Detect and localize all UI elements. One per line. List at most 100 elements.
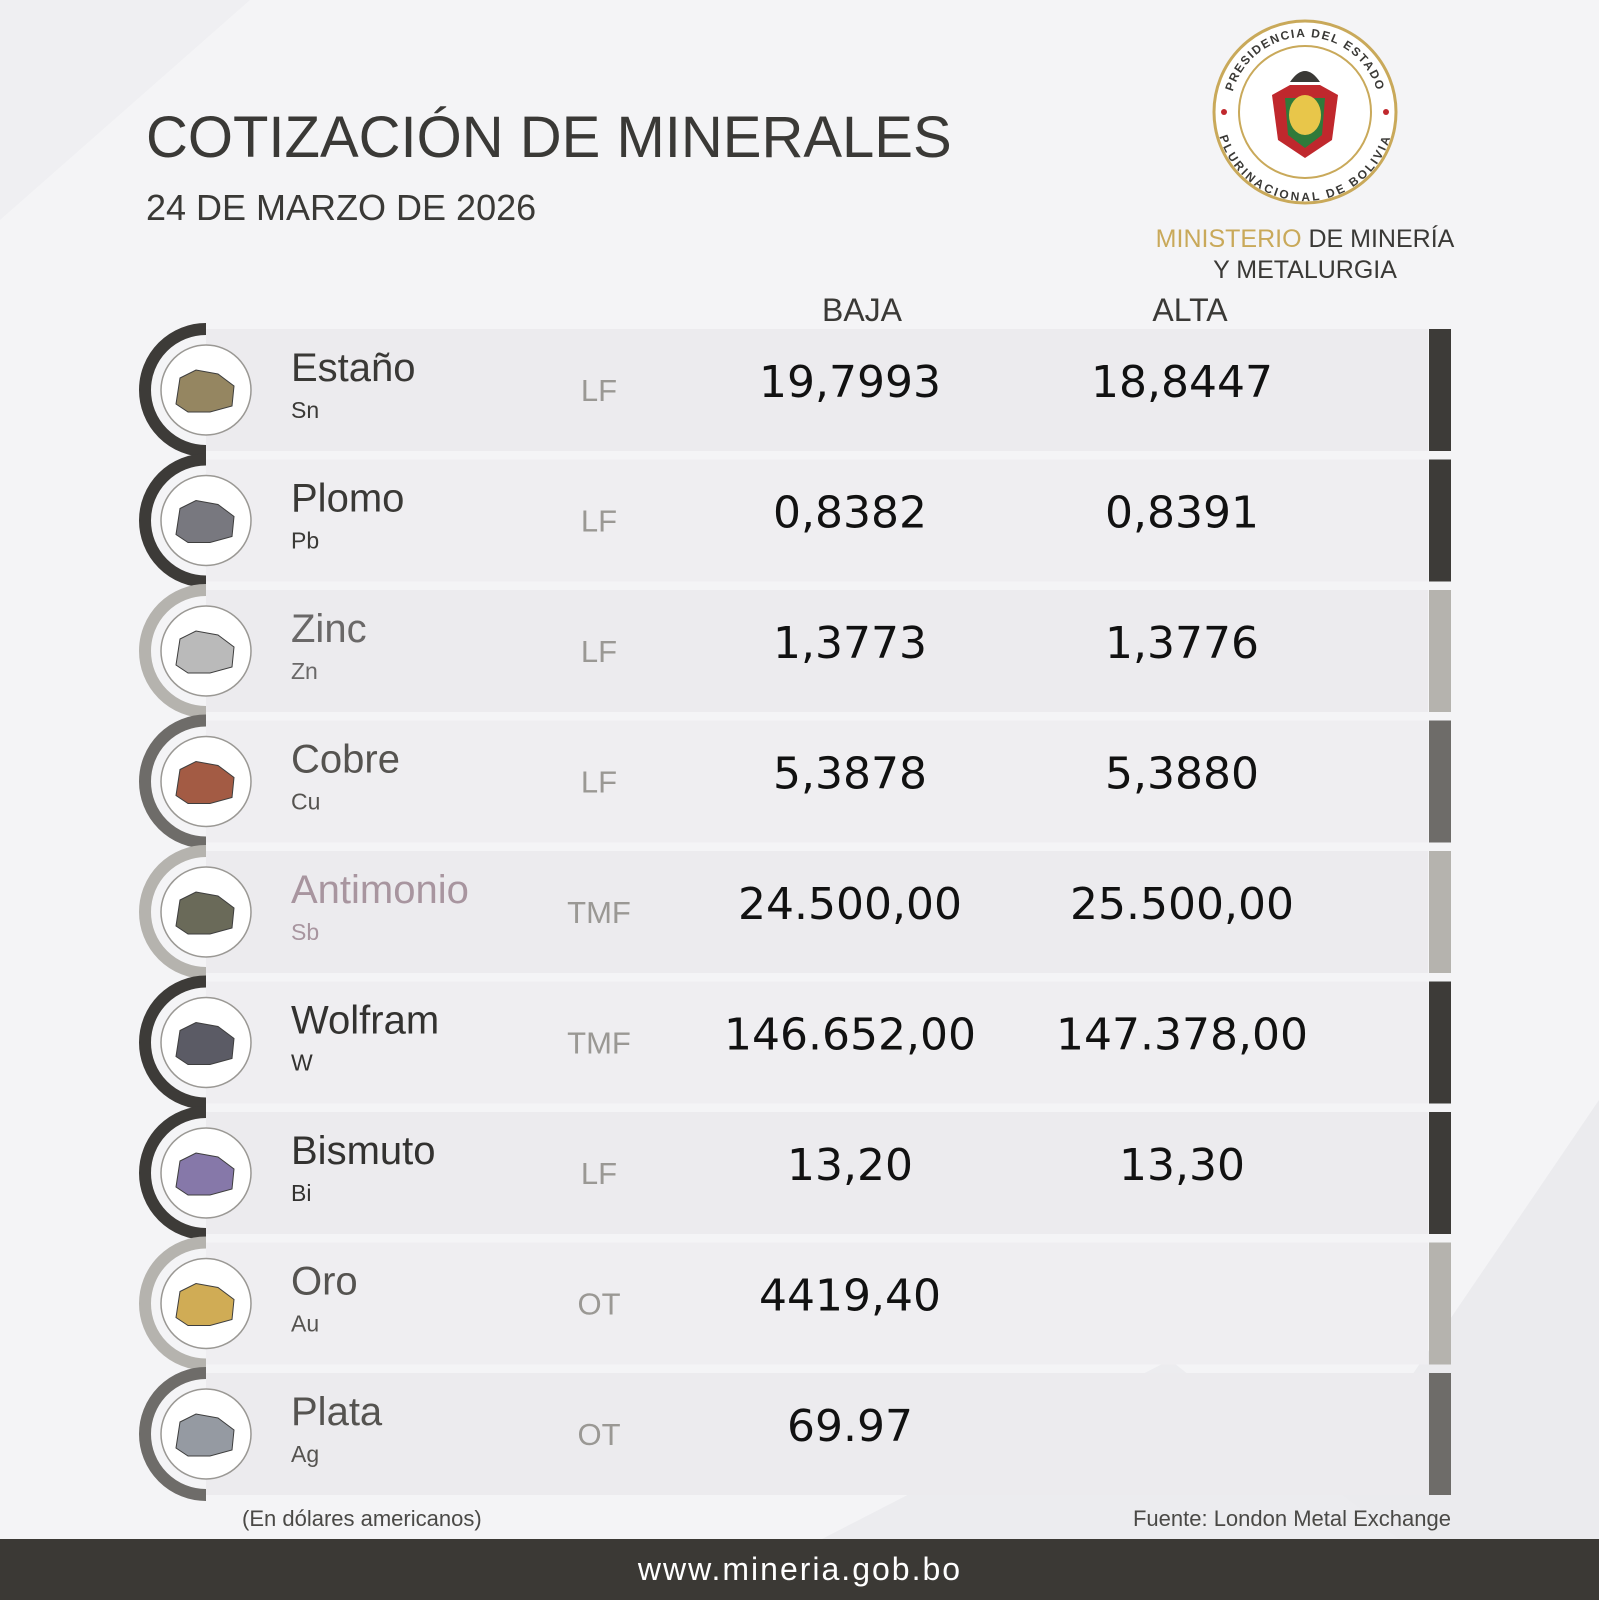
- row-side-bar: [1429, 981, 1451, 1104]
- unit: LF: [581, 504, 617, 539]
- price-high: 25.500,00: [1070, 879, 1294, 930]
- mineral-name: Oro: [291, 1260, 358, 1304]
- mineral-name: Wolfram: [291, 999, 439, 1043]
- unit: LF: [581, 765, 617, 800]
- ministry-text: DE MINERÍA: [1308, 224, 1454, 253]
- column-header: BAJA: [822, 292, 903, 328]
- seal: PRESIDENCIA DEL ESTADO PLURINACIONAL DE …: [1212, 19, 1398, 205]
- price-low: 4419,40: [759, 1271, 941, 1322]
- mineral-symbol: Zn: [291, 658, 318, 684]
- mineral-image: [175, 891, 235, 935]
- price-high: 147.378,00: [1056, 1010, 1308, 1061]
- row-ring: [139, 584, 207, 718]
- row-background: [206, 720, 1428, 843]
- price-high: 5,3880: [1105, 749, 1259, 800]
- unit: LF: [581, 634, 617, 669]
- mineral-symbol: Sb: [291, 919, 319, 945]
- mineral-image: [175, 1282, 235, 1326]
- unit: TMF: [567, 1026, 631, 1061]
- row-ring: [139, 1367, 207, 1501]
- row-ring: [139, 845, 207, 979]
- emblem: [1289, 95, 1321, 135]
- row-ring: [139, 323, 207, 457]
- mineral-name: Plata: [291, 1390, 383, 1434]
- row-side-bar: [1429, 720, 1451, 843]
- mineral-name: Zinc: [291, 607, 367, 651]
- mineral-name: Plomo: [291, 477, 404, 521]
- table: Estaño Sn LF 19,7993 18,8447 Plomo Pb LF 0,8382 0…: [139, 323, 1451, 1501]
- price-high: 13,30: [1119, 1140, 1245, 1191]
- mineral-symbol: W: [291, 1050, 313, 1076]
- row-side-bar: [1429, 329, 1451, 451]
- row-side-bar: [1429, 1112, 1451, 1234]
- mineral-name: Bismuto: [291, 1129, 436, 1173]
- mineral-symbol: Bi: [291, 1180, 311, 1206]
- price-low: 1,3773: [773, 618, 927, 669]
- ministry-line1: MINISTERIO DE MINERÍA: [1156, 224, 1455, 253]
- row-background: [206, 459, 1428, 582]
- row-side-bar: [1429, 851, 1451, 973]
- unit: LF: [581, 1156, 617, 1191]
- mineral-symbol: Cu: [291, 789, 320, 815]
- row-side-bar: [1429, 1373, 1451, 1495]
- price-low: 0,8382: [773, 488, 927, 539]
- row-background: [206, 1373, 1428, 1495]
- mineral-symbol: Ag: [291, 1441, 319, 1467]
- website: www.mineria.gob.bo: [637, 1551, 962, 1587]
- row-ring: [139, 975, 207, 1110]
- date: 24 DE MARZO DE 2026: [146, 187, 536, 228]
- seal-dot: [1383, 109, 1389, 115]
- row-ring: [139, 714, 207, 849]
- decor: [0, 0, 250, 220]
- row-background: [206, 329, 1428, 451]
- ministry-line2: Y METALURGIA: [1213, 256, 1397, 284]
- mineral-name: Antimonio: [291, 868, 469, 912]
- mineral-image: [175, 760, 235, 804]
- seal-dot: [1221, 109, 1227, 115]
- price-low: 69.97: [787, 1401, 913, 1452]
- price-low: 146.652,00: [724, 1010, 976, 1061]
- price-low: 13,20: [787, 1140, 913, 1191]
- mineral-image: [175, 1152, 235, 1196]
- footer-bar: [0, 1539, 1599, 1600]
- price-low: 19,7993: [759, 357, 941, 408]
- mineral-symbol: Sn: [291, 397, 319, 423]
- row-side-bar: [1429, 590, 1451, 712]
- unit: LF: [581, 373, 617, 408]
- ministry-highlight: MINISTERIO: [1156, 225, 1302, 253]
- mineral-image: [175, 1413, 235, 1457]
- mineral-image: [175, 630, 235, 674]
- price-low: 5,3878: [773, 749, 927, 800]
- title: COTIZACIÓN DE MINERALES: [146, 105, 952, 170]
- row-ring: [139, 1236, 207, 1371]
- price-low: 24.500,00: [738, 879, 962, 930]
- unit: TMF: [567, 895, 631, 930]
- row-background: [206, 981, 1428, 1104]
- row-side-bar: [1429, 459, 1451, 582]
- unit: OT: [577, 1417, 620, 1452]
- mineral-name: Estaño: [291, 346, 416, 390]
- mineral-name: Cobre: [291, 738, 400, 782]
- note: (En dólares americanos): [242, 1506, 482, 1531]
- mineral-image: [175, 369, 235, 413]
- mineral-image: [175, 1021, 235, 1065]
- unit: OT: [577, 1287, 620, 1322]
- price-high: 1,3776: [1105, 618, 1259, 669]
- row-ring: [139, 1106, 207, 1240]
- source: Fuente: London Metal Exchange: [1133, 1506, 1451, 1531]
- row-background: [206, 851, 1428, 973]
- mineral-image: [175, 499, 235, 543]
- row-side-bar: [1429, 1242, 1451, 1365]
- price-high: 0,8391: [1105, 488, 1259, 539]
- mineral-symbol: Pb: [291, 528, 319, 554]
- row-background: [206, 1242, 1428, 1365]
- column-header: ALTA: [1152, 292, 1228, 328]
- mineral-symbol: Au: [291, 1311, 319, 1337]
- row-ring: [139, 453, 207, 588]
- price-high: 18,8447: [1091, 357, 1273, 408]
- emblem: [1290, 71, 1320, 82]
- row-background: [206, 590, 1428, 712]
- row-background: [206, 1112, 1428, 1234]
